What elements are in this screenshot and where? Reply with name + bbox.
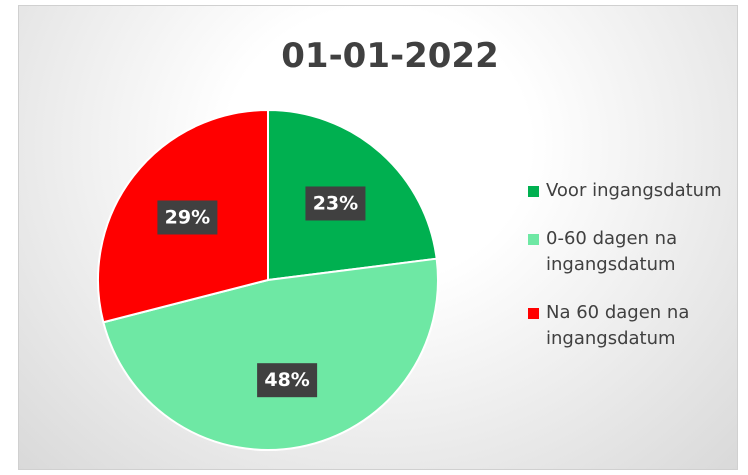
data-label-box [257, 363, 318, 398]
data-label-box [305, 186, 366, 221]
legend-swatch [528, 234, 539, 245]
legend-label: Na 60 dagen na ingangsdatum [546, 302, 690, 349]
chart-title: 01-01-2022 [281, 36, 498, 76]
legend-swatch [528, 186, 539, 197]
data-label: 29% [165, 206, 210, 228]
pie-slice [102, 257, 439, 451]
legend-item: Na 60 dagen na ingangsdatum [528, 300, 728, 352]
legend-item: 0-60 dagen na ingangsdatum [528, 226, 728, 278]
legend-item: Voor ingangsdatum [528, 178, 728, 204]
legend-swatch [528, 308, 539, 319]
legend-label: 0-60 dagen na ingangsdatum [546, 228, 678, 275]
data-label: 23% [313, 192, 358, 214]
data-label: 48% [264, 369, 309, 391]
legend: Voor ingangsdatum 0-60 dagen na ingangsda… [528, 178, 728, 374]
data-label-box [157, 200, 218, 235]
legend-label: Voor ingangsdatum [546, 180, 722, 201]
